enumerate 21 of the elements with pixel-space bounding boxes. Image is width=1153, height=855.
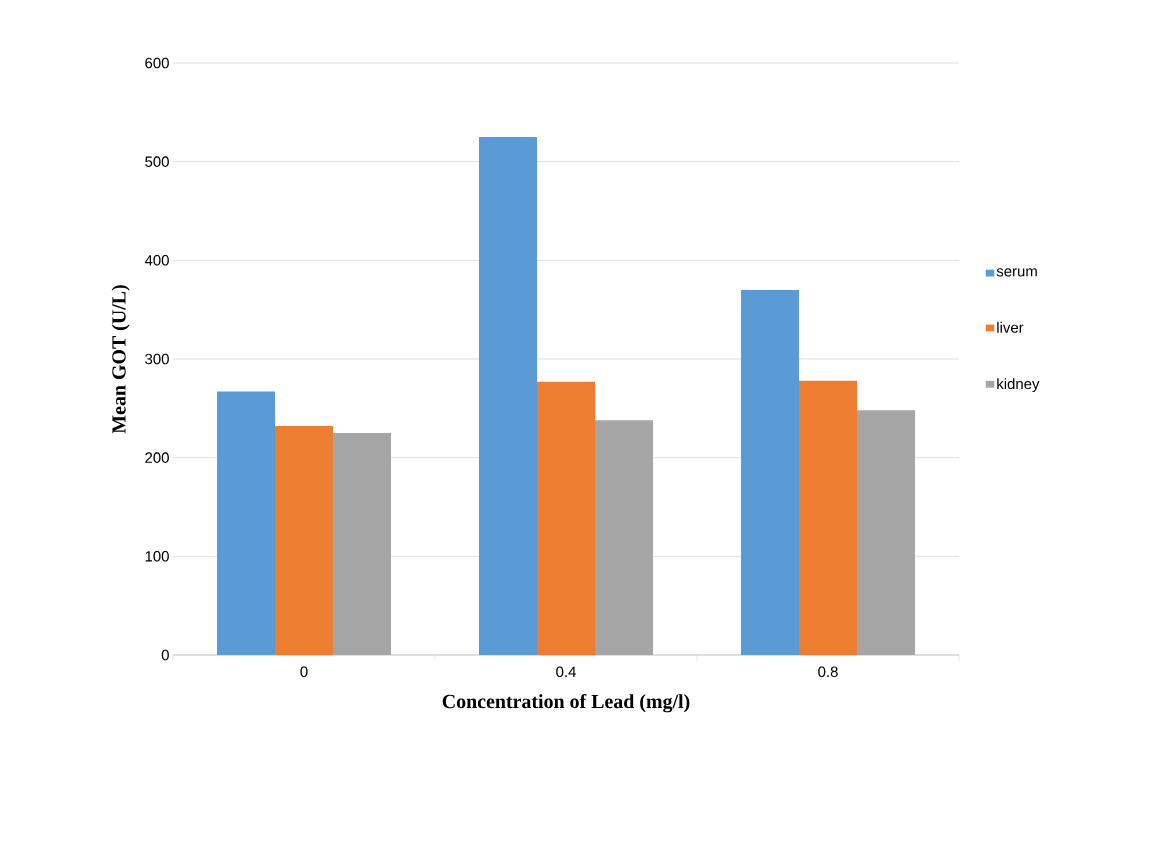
x-axis-title: Concentration of Lead (mg/l) bbox=[442, 693, 690, 713]
bar bbox=[275, 426, 333, 655]
y-tick-label: 600 bbox=[145, 57, 169, 69]
y-tick-label: 400 bbox=[144, 255, 169, 266]
legend-label: serum bbox=[996, 268, 1037, 277]
bar bbox=[479, 137, 537, 655]
y-axis-title: Mean GOT (U/L) bbox=[111, 285, 130, 434]
bar bbox=[217, 391, 275, 655]
legend-label: liver bbox=[997, 321, 1024, 333]
y-tick-label: 0 bbox=[161, 649, 169, 661]
x-tick-label: 0.8 bbox=[818, 666, 838, 678]
x-tick-label: 0.4 bbox=[556, 666, 576, 678]
y-tick-label: 100 bbox=[145, 551, 169, 562]
legend-label: kidney bbox=[997, 378, 1040, 393]
y-tick-label: 300 bbox=[145, 353, 169, 365]
x-tick-label: 0 bbox=[300, 666, 308, 678]
y-tick-label: 200 bbox=[145, 452, 169, 463]
y-tick-label: 500 bbox=[145, 156, 169, 167]
bar bbox=[799, 380, 858, 655]
bar bbox=[741, 289, 800, 655]
bar bbox=[537, 381, 596, 655]
